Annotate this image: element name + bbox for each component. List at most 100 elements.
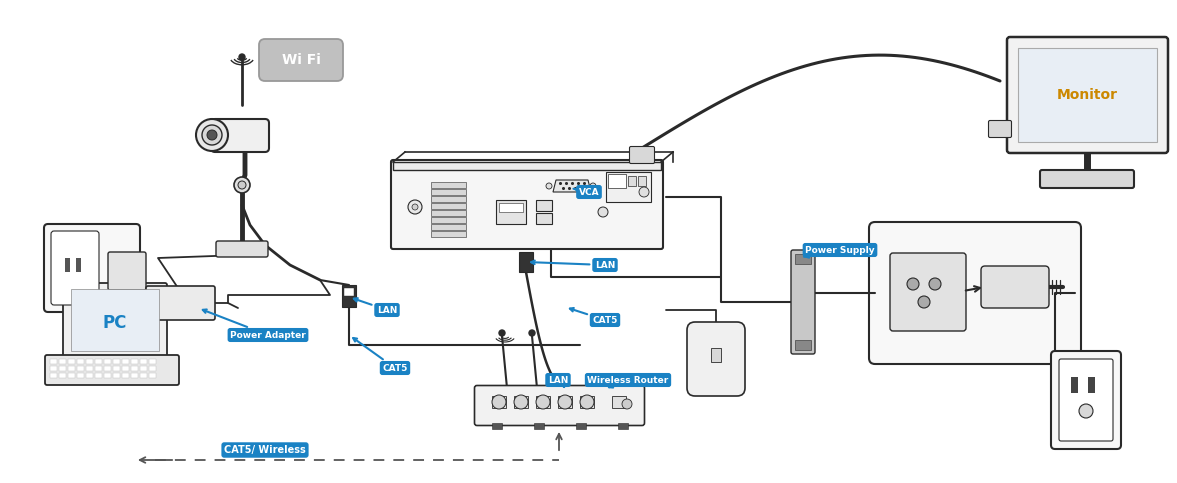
Bar — [431, 217, 466, 223]
Bar — [113, 373, 120, 378]
Circle shape — [408, 200, 423, 214]
Bar — [431, 231, 466, 237]
Bar — [131, 373, 138, 378]
Circle shape — [238, 181, 246, 189]
Bar — [492, 396, 506, 408]
Bar — [536, 396, 550, 408]
Circle shape — [492, 395, 506, 409]
Bar — [431, 196, 466, 201]
Circle shape — [639, 187, 649, 197]
Bar — [536, 213, 552, 224]
Bar — [113, 366, 120, 371]
Bar — [344, 288, 354, 296]
FancyBboxPatch shape — [108, 252, 146, 290]
Polygon shape — [393, 162, 661, 170]
Circle shape — [239, 54, 245, 60]
Bar — [149, 359, 157, 364]
Bar — [49, 373, 56, 378]
Text: Wi Fi: Wi Fi — [281, 53, 320, 67]
Bar — [638, 176, 646, 186]
Polygon shape — [553, 180, 591, 192]
Bar — [431, 182, 466, 187]
Circle shape — [202, 125, 222, 145]
Bar — [68, 359, 75, 364]
Bar — [122, 366, 129, 371]
Bar — [496, 200, 526, 224]
Text: LAN: LAN — [354, 298, 397, 314]
Bar — [612, 396, 626, 408]
FancyBboxPatch shape — [259, 39, 343, 81]
Bar — [514, 396, 528, 408]
Bar — [431, 224, 466, 229]
FancyBboxPatch shape — [391, 160, 663, 249]
Bar — [149, 366, 157, 371]
Circle shape — [514, 395, 528, 409]
Bar — [113, 359, 120, 364]
Text: CAT5: CAT5 — [570, 308, 618, 325]
Bar — [77, 258, 81, 272]
Bar — [95, 359, 102, 364]
Bar — [59, 366, 66, 371]
Bar — [1071, 377, 1078, 393]
Bar — [629, 176, 636, 186]
FancyBboxPatch shape — [687, 322, 745, 396]
Bar — [59, 373, 66, 378]
Bar — [343, 285, 355, 307]
FancyBboxPatch shape — [791, 250, 814, 354]
Bar — [68, 373, 75, 378]
Bar — [95, 373, 102, 378]
FancyBboxPatch shape — [869, 222, 1080, 364]
Text: Wireless Router: Wireless Router — [587, 375, 669, 387]
FancyBboxPatch shape — [474, 385, 645, 426]
FancyBboxPatch shape — [890, 253, 966, 331]
FancyBboxPatch shape — [980, 266, 1049, 308]
Bar — [131, 366, 138, 371]
Circle shape — [536, 395, 550, 409]
Text: Monitor: Monitor — [1057, 88, 1117, 102]
FancyBboxPatch shape — [64, 283, 167, 359]
Circle shape — [499, 330, 505, 336]
Circle shape — [918, 296, 930, 308]
Bar — [104, 373, 111, 378]
Bar — [104, 366, 111, 371]
Bar — [131, 359, 138, 364]
Text: VCA: VCA — [573, 187, 599, 197]
FancyBboxPatch shape — [1059, 359, 1113, 441]
Bar — [431, 189, 466, 195]
Circle shape — [207, 130, 217, 140]
Bar — [104, 359, 111, 364]
Bar — [71, 289, 159, 351]
Circle shape — [621, 399, 632, 409]
Bar — [86, 373, 93, 378]
FancyBboxPatch shape — [1008, 37, 1168, 153]
Bar — [77, 373, 84, 378]
FancyBboxPatch shape — [211, 119, 270, 152]
Bar — [122, 373, 129, 378]
Text: CAT5/ Wireless: CAT5/ Wireless — [224, 445, 306, 455]
Bar — [534, 423, 544, 429]
Circle shape — [580, 395, 594, 409]
Text: LAN: LAN — [547, 375, 568, 387]
Circle shape — [929, 278, 940, 290]
Text: CAT5: CAT5 — [353, 338, 407, 372]
Bar — [519, 252, 533, 272]
Circle shape — [598, 207, 609, 217]
FancyBboxPatch shape — [1051, 351, 1121, 449]
Bar — [149, 373, 157, 378]
Bar — [499, 203, 523, 212]
Bar — [68, 366, 75, 371]
Bar — [86, 366, 93, 371]
Bar — [49, 359, 56, 364]
Text: PC: PC — [102, 314, 127, 332]
Text: Power Supply: Power Supply — [804, 245, 875, 257]
Circle shape — [907, 278, 919, 290]
FancyBboxPatch shape — [44, 224, 140, 312]
FancyBboxPatch shape — [51, 231, 99, 305]
Bar — [558, 396, 572, 408]
Circle shape — [234, 177, 250, 193]
Bar — [431, 203, 466, 209]
Bar — [576, 423, 586, 429]
Bar — [65, 258, 69, 272]
Bar — [794, 254, 811, 264]
Bar — [86, 359, 93, 364]
